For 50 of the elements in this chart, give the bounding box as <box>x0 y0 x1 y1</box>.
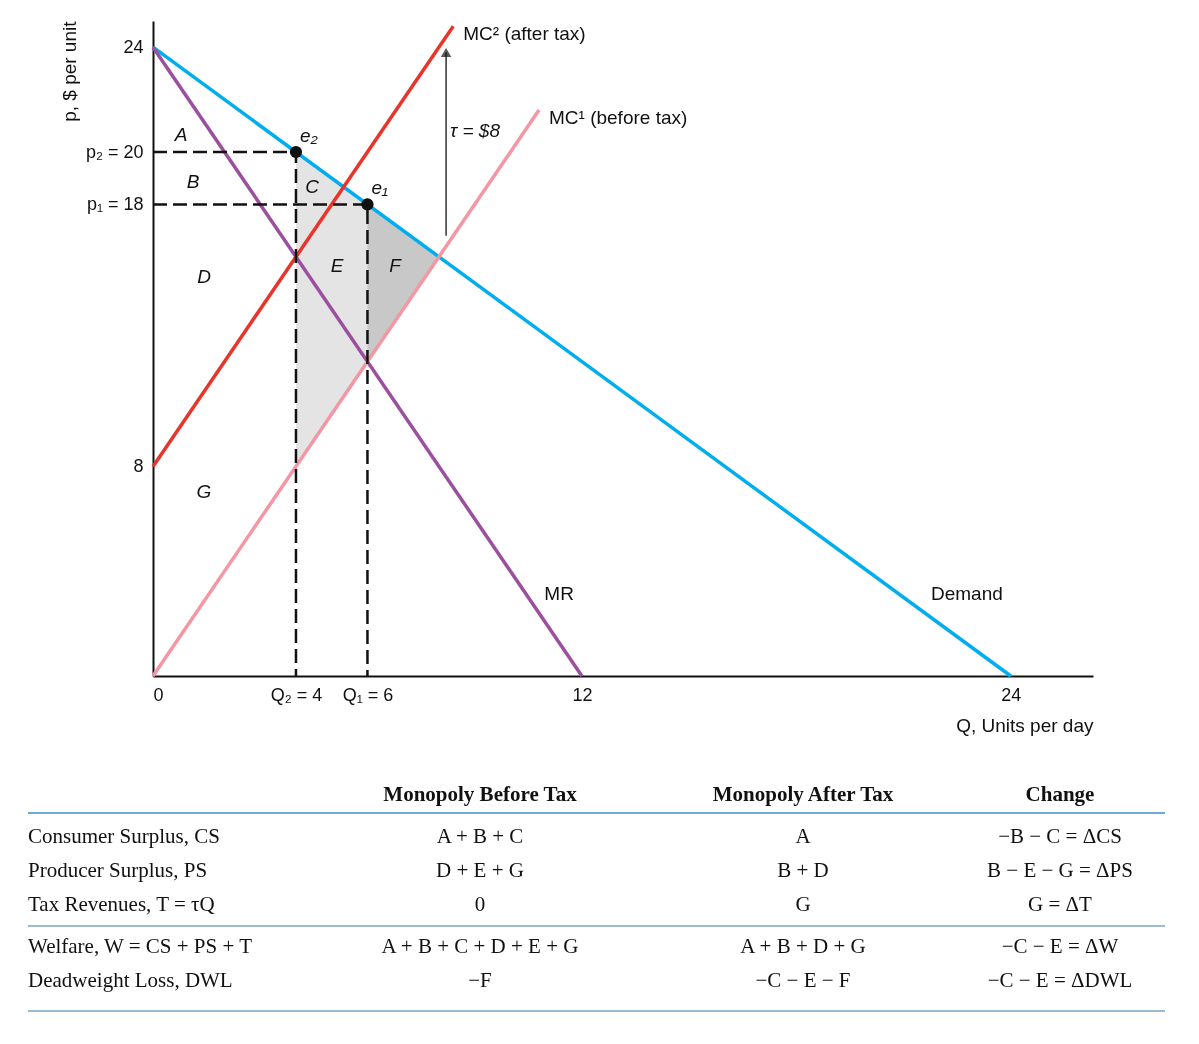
category-label: Consumer Surplus, CS <box>28 824 220 848</box>
category-label: Tax Revenues, T = τQ <box>28 892 215 916</box>
text: B + D <box>777 858 829 882</box>
annotation: A <box>173 124 188 145</box>
category-label: Producer Surplus, PS <box>28 858 208 882</box>
annotation: τ = $8 <box>450 119 501 141</box>
x-tick-label: 24 <box>1001 684 1022 705</box>
y-tick-label: 8 <box>133 455 144 476</box>
text: −C − E − F <box>755 968 851 992</box>
annotation: e₁ <box>371 177 389 199</box>
y-tick-label: 24 <box>123 36 144 57</box>
annotation: B <box>186 171 200 192</box>
text: G = ΔT <box>1028 892 1092 916</box>
text: −C − E = ΔDWL <box>987 968 1133 992</box>
text: A <box>795 824 811 848</box>
y-tick-label: p₂ = 20 <box>85 141 144 162</box>
x-tick-label: 12 <box>572 684 593 705</box>
category-label: Monopoly Before Tax <box>383 782 578 806</box>
text: −F <box>468 968 492 992</box>
text: 0 <box>474 892 486 916</box>
series-label: MC² (after tax) <box>463 23 586 45</box>
y-tick-label: p₁ = 18 <box>86 193 144 214</box>
text: D + E + G <box>436 858 524 882</box>
annotation: e₂ <box>299 125 319 146</box>
x-tick-label: Q₂ = 4 <box>270 684 323 705</box>
text: B − E − G = ΔPS <box>987 858 1133 882</box>
point <box>289 145 303 159</box>
x-tick-label: Q₁ = 6 <box>342 684 394 705</box>
series-label: MR <box>544 583 574 604</box>
annotation: G <box>196 481 212 502</box>
point <box>361 198 374 211</box>
annotation: E <box>330 255 344 276</box>
text: A + B + D + G <box>740 934 866 958</box>
category-label: Change <box>1025 782 1095 806</box>
category-label: Welfare, W = CS + PS + T <box>28 934 253 958</box>
category-label: Monopoly After Tax <box>712 782 894 806</box>
x-tick-label: 0 <box>153 684 164 705</box>
series-label: MC¹ (before tax) <box>549 107 688 129</box>
text: A + B + C + D + E + G <box>381 934 579 958</box>
text: G <box>795 892 811 916</box>
annotation: D <box>197 266 212 287</box>
text: A + B + C <box>436 824 524 848</box>
annotation: C <box>305 176 320 197</box>
text: −C − E = ΔW <box>1001 934 1119 958</box>
x-axis-title: Q, Units per day <box>956 714 1094 736</box>
category-label: Deadweight Loss, DWL <box>28 968 233 992</box>
y-axis-title: p, $ per unit <box>58 20 80 122</box>
annotation: F <box>389 255 403 276</box>
series-label: Demand <box>930 583 1003 604</box>
text: −B − C = ΔCS <box>998 824 1122 848</box>
